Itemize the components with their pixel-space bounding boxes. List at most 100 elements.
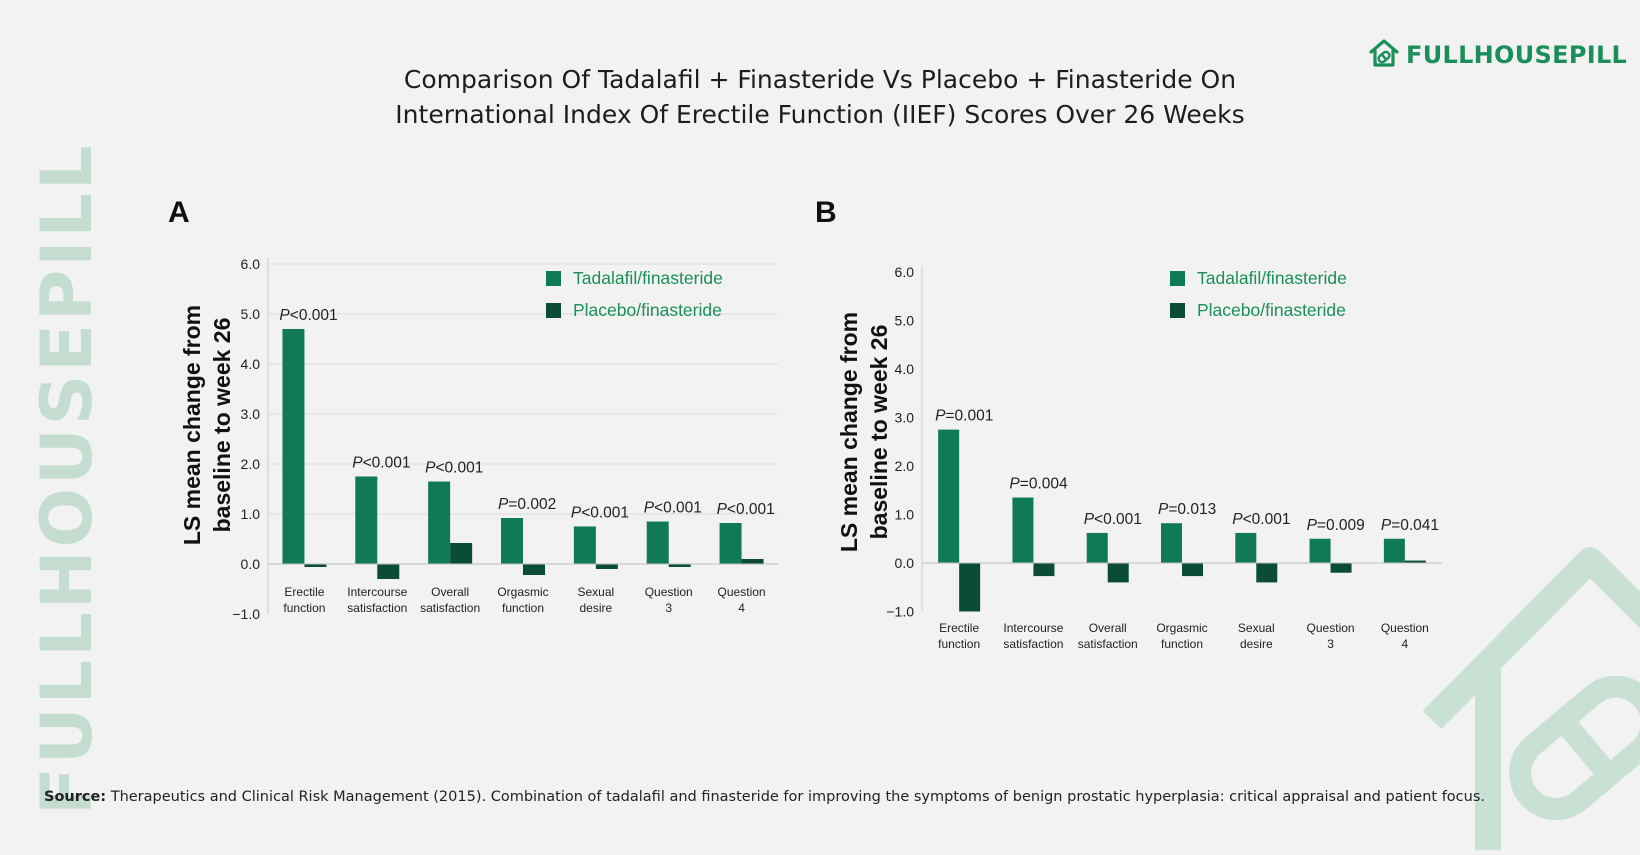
legend-label-b: Placebo/finasteride — [1197, 300, 1346, 320]
x-tick-label-a: Orgasmic function — [497, 585, 548, 615]
y-tick-label-a: 4.0 — [241, 356, 261, 372]
p-value-label-b: P=0.004 — [1009, 476, 1068, 493]
p-value-prefix: P — [571, 505, 582, 522]
p-value-prefix: P — [425, 460, 436, 477]
p-value-label-a: P<0.001 — [279, 307, 337, 324]
bar-placebo-b — [1107, 563, 1129, 583]
p-value-prefix: P — [1009, 476, 1020, 493]
y-tick-label-b: 6.0 — [895, 264, 915, 280]
p-value-prefix: P — [1158, 501, 1169, 518]
x-tick-label-b: Sexual desire — [1238, 621, 1275, 651]
bar-tadalafil-a — [355, 476, 378, 564]
x-tick-label-a: Overall satisfaction — [420, 585, 480, 615]
x-tick-label-line: satisfaction — [347, 601, 407, 615]
bar-placebo-b — [1182, 563, 1203, 577]
p-value-prefix: P — [935, 408, 946, 425]
legend-swatch-b — [1170, 271, 1185, 286]
p-value-text: =0.001 — [945, 408, 993, 425]
bar-tadalafil-b — [1235, 532, 1257, 563]
legend-label-b: Tadalafil/finasteride — [1197, 268, 1347, 288]
x-tick-label-b: Question 3 — [1307, 621, 1355, 651]
x-tick-label-a: Intercourse satisfaction — [347, 585, 407, 615]
p-value-text: <0.001 — [654, 500, 702, 517]
y-tick-label-b: 1.0 — [895, 507, 915, 523]
p-value-prefix: P — [1232, 511, 1243, 528]
y-tick-label-a: −1.0 — [232, 606, 260, 622]
y-tick-label-b: 2.0 — [895, 458, 915, 474]
legend-swatch-a — [546, 303, 561, 318]
bar-tadalafil-a — [428, 481, 451, 564]
y-axis-label-b: LS mean change from baseline to week 26 — [836, 312, 892, 552]
bar-placebo-b — [1033, 563, 1055, 577]
watermark-text: FULLHOUSEPILL — [26, 142, 108, 815]
p-value-text: =0.041 — [1391, 517, 1439, 534]
brand-logo[interactable]: FULLHOUSEPILL — [1368, 37, 1627, 73]
x-tick-label-a: Erectile function — [283, 585, 325, 615]
p-value-text: <0.001 — [727, 501, 775, 518]
y-tick-label-a: 3.0 — [241, 406, 261, 422]
x-tick-label-line: satisfaction — [1078, 637, 1138, 651]
chart-b-svg: B LS mean change from baseline to week 26 6… — [815, 196, 1442, 651]
bar-placebo-a — [377, 564, 400, 579]
bar-tadalafil-b — [1309, 538, 1331, 563]
p-value-text: =0.009 — [1317, 517, 1365, 534]
x-tick-label-line: Question — [718, 585, 766, 599]
p-value-text: <0.001 — [1094, 511, 1142, 528]
x-tick-label-line: Question — [1307, 621, 1355, 635]
y-axis-label-line: LS mean change from — [836, 312, 862, 552]
p-value-prefix: P — [717, 501, 728, 518]
bar-tadalafil-b — [1383, 538, 1405, 563]
bar-tadalafil-a — [501, 518, 523, 564]
source-note: Source: Therapeutics and Clinical Risk M… — [44, 789, 1604, 805]
x-tick-label-line: desire — [1240, 637, 1273, 651]
x-tick-label-line: Overall — [1089, 621, 1127, 635]
x-tick-label-line: Orgasmic — [1156, 621, 1207, 635]
bar-tadalafil-a — [573, 526, 596, 564]
p-value-text: <0.001 — [363, 455, 411, 472]
y-tick-label-b: 3.0 — [895, 410, 915, 426]
x-tick-label-a: Sexual desire — [578, 585, 615, 615]
bar-tadalafil-b — [1012, 497, 1034, 563]
x-tick-label-line: satisfaction — [1003, 637, 1063, 651]
house-pill-logo-icon — [1368, 37, 1400, 74]
brand-name: FULLHOUSEPILL — [1406, 41, 1628, 69]
bar-placebo-b — [959, 563, 981, 612]
p-value-prefix: P — [1307, 517, 1318, 534]
panel-label-b: B — [815, 196, 837, 229]
bar-tadalafil-a — [282, 329, 305, 564]
p-value-label-a: P<0.001 — [644, 500, 702, 517]
x-tick-label-line: function — [502, 601, 544, 615]
chart-title: Comparison Of Tadalafil + Finasteride Vs… — [300, 62, 1340, 132]
x-tick-label-line: 4 — [738, 601, 745, 615]
x-tick-label-line: Question — [645, 585, 693, 599]
x-tick-label-line: 3 — [1327, 637, 1334, 651]
x-tick-label-line: Intercourse — [1003, 621, 1063, 635]
x-tick-label-line: Question — [1381, 621, 1429, 635]
p-value-label-b: P=0.013 — [1158, 501, 1216, 518]
p-value-label-b: P=0.001 — [935, 408, 993, 425]
bar-placebo-a — [595, 564, 618, 569]
x-tick-label-b: Orgasmic function — [1156, 621, 1207, 651]
bar-placebo-a — [450, 543, 473, 564]
bar-tadalafil-b — [1086, 532, 1108, 563]
bar-tadalafil-a — [719, 523, 742, 564]
y-tick-label-a: 5.0 — [241, 306, 261, 322]
x-tick-label-line: Orgasmic — [497, 585, 548, 599]
y-tick-label-b: 4.0 — [895, 361, 915, 377]
source-label: Source: — [44, 789, 107, 805]
x-tick-label-line: Intercourse — [347, 585, 407, 599]
p-value-prefix: P — [498, 496, 509, 513]
x-tick-label-b: Intercourse satisfaction — [1003, 621, 1063, 651]
p-value-label-a: P<0.001 — [425, 460, 483, 477]
legend-swatch-a — [546, 271, 561, 286]
x-tick-label-line: 4 — [1402, 637, 1409, 651]
y-tick-label-a: 6.0 — [241, 256, 261, 272]
bar-placebo-a — [304, 564, 327, 567]
p-value-prefix: P — [1381, 517, 1392, 534]
x-tick-label-b: Overall satisfaction — [1078, 621, 1138, 651]
p-value-text: <0.001 — [435, 460, 483, 477]
bar-placebo-b — [1404, 560, 1426, 564]
p-value-label-a: P<0.001 — [717, 501, 775, 518]
legend-swatch-b — [1170, 303, 1185, 318]
y-axis-label-line: baseline to week 26 — [866, 325, 892, 540]
